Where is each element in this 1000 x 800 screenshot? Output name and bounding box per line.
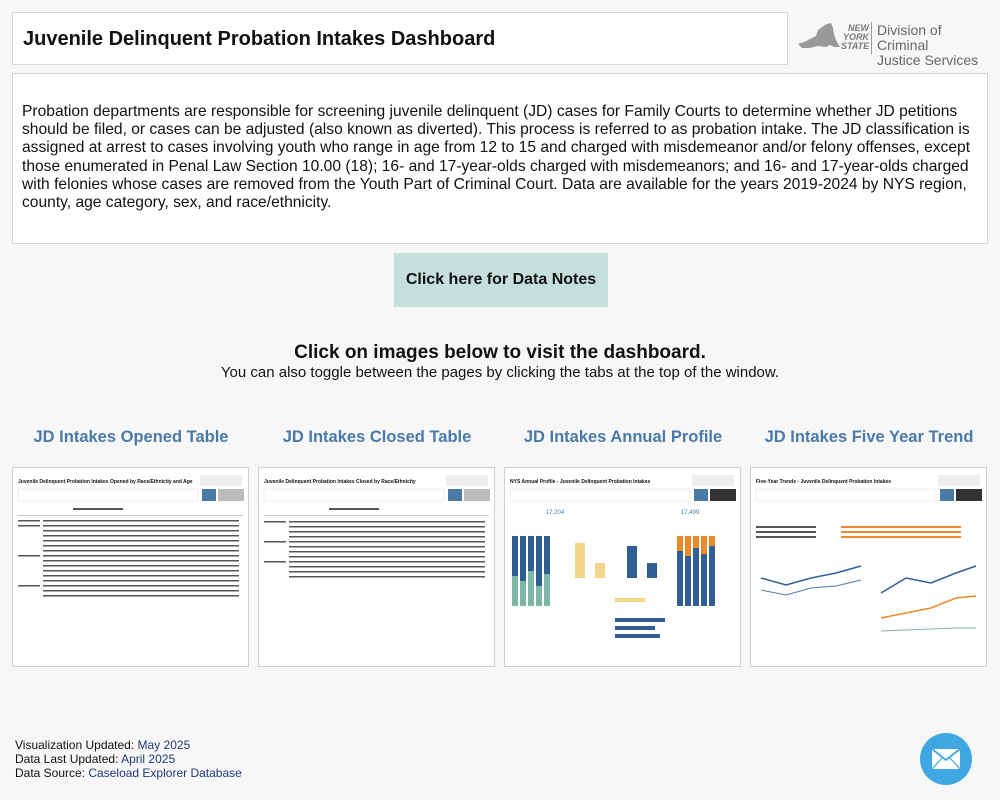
footer-data-label: Data Last Updated:: [15, 752, 119, 766]
thumb-title: NYS Annual Profile - Juvenile Delinquent…: [510, 479, 651, 485]
thumbnail-annual-profile[interactable]: NYS Annual Profile - Juvenile Delinquent…: [504, 467, 741, 667]
logo-divider: [871, 22, 872, 54]
card-title-closed-table[interactable]: JD Intakes Closed Table: [282, 428, 472, 446]
closed-value: 17,499: [681, 510, 700, 516]
footer-info: Visualization Updated: May 2025 Data Las…: [15, 738, 242, 780]
opened-table-preview: Juvenile Delinquent Probation Intakes Op…: [17, 475, 244, 597]
footer-viz-label: Visualization Updated:: [15, 738, 135, 752]
annual-profile-preview: NYS Annual Profile - Juvenile Delinquent…: [509, 475, 736, 638]
thumb-title: Juvenile Delinquent Probation Intakes Op…: [18, 479, 193, 485]
footer-data-updated: Data Last Updated: April 2025: [15, 752, 242, 766]
page-title: Juvenile Delinquent Probation Intakes Da…: [23, 28, 496, 50]
logo-state-text: NEW YORK STATE: [841, 23, 870, 51]
data-notes-button[interactable]: Click here for Data Notes: [394, 253, 608, 307]
footer-viz-value: May 2025: [137, 738, 191, 752]
thumbnail-opened-table[interactable]: Juvenile Delinquent Probation Intakes Op…: [12, 467, 249, 667]
footer-source-label: Data Source:: [15, 766, 86, 780]
closed-table-preview: Juvenile Delinquent Probation Intakes Cl…: [263, 475, 490, 578]
envelope-icon: [931, 748, 961, 770]
logo-agency-text: Division of Criminal Justice Services: [877, 22, 979, 68]
description-box: Probation departments are responsible fo…: [12, 73, 988, 244]
footer-data-source: Data Source: Caseload Explorer Database: [15, 766, 242, 780]
card-title-five-year-trend[interactable]: JD Intakes Five Year Trend: [764, 428, 974, 446]
nys-state-shape-icon: [798, 23, 840, 48]
footer-data-value: April 2025: [121, 752, 176, 766]
email-button[interactable]: [920, 733, 972, 785]
cta-subtext: You can also toggle between the pages by…: [220, 364, 780, 381]
opened-value: 17,204: [546, 510, 565, 516]
five-year-trend-preview: Five-Year Trends - Juvenile Delinquent P…: [755, 475, 982, 632]
footer-viz-updated: Visualization Updated: May 2025: [15, 738, 242, 752]
footer-source-value[interactable]: Caseload Explorer Database: [88, 766, 242, 780]
dcjs-logo: NEW YORK STATE Division of Criminal Justice…: [796, 14, 986, 68]
card-title-annual-profile[interactable]: JD Intakes Annual Profile: [523, 428, 723, 446]
thumbnail-five-year-trend[interactable]: Five-Year Trends - Juvenile Delinquent P…: [750, 467, 987, 667]
description-text: Probation departments are responsible fo…: [22, 103, 971, 212]
thumb-title: Five-Year Trends - Juvenile Delinquent P…: [756, 479, 891, 485]
thumb-title: Juvenile Delinquent Probation Intakes Cl…: [264, 479, 416, 485]
thumbnail-closed-table[interactable]: Juvenile Delinquent Probation Intakes Cl…: [258, 467, 495, 667]
title-box: Juvenile Delinquent Probation Intakes Da…: [12, 12, 788, 65]
card-title-opened-table[interactable]: JD Intakes Opened Table: [33, 428, 229, 446]
cta-heading: Click on images below to visit the dashb…: [294, 342, 706, 363]
